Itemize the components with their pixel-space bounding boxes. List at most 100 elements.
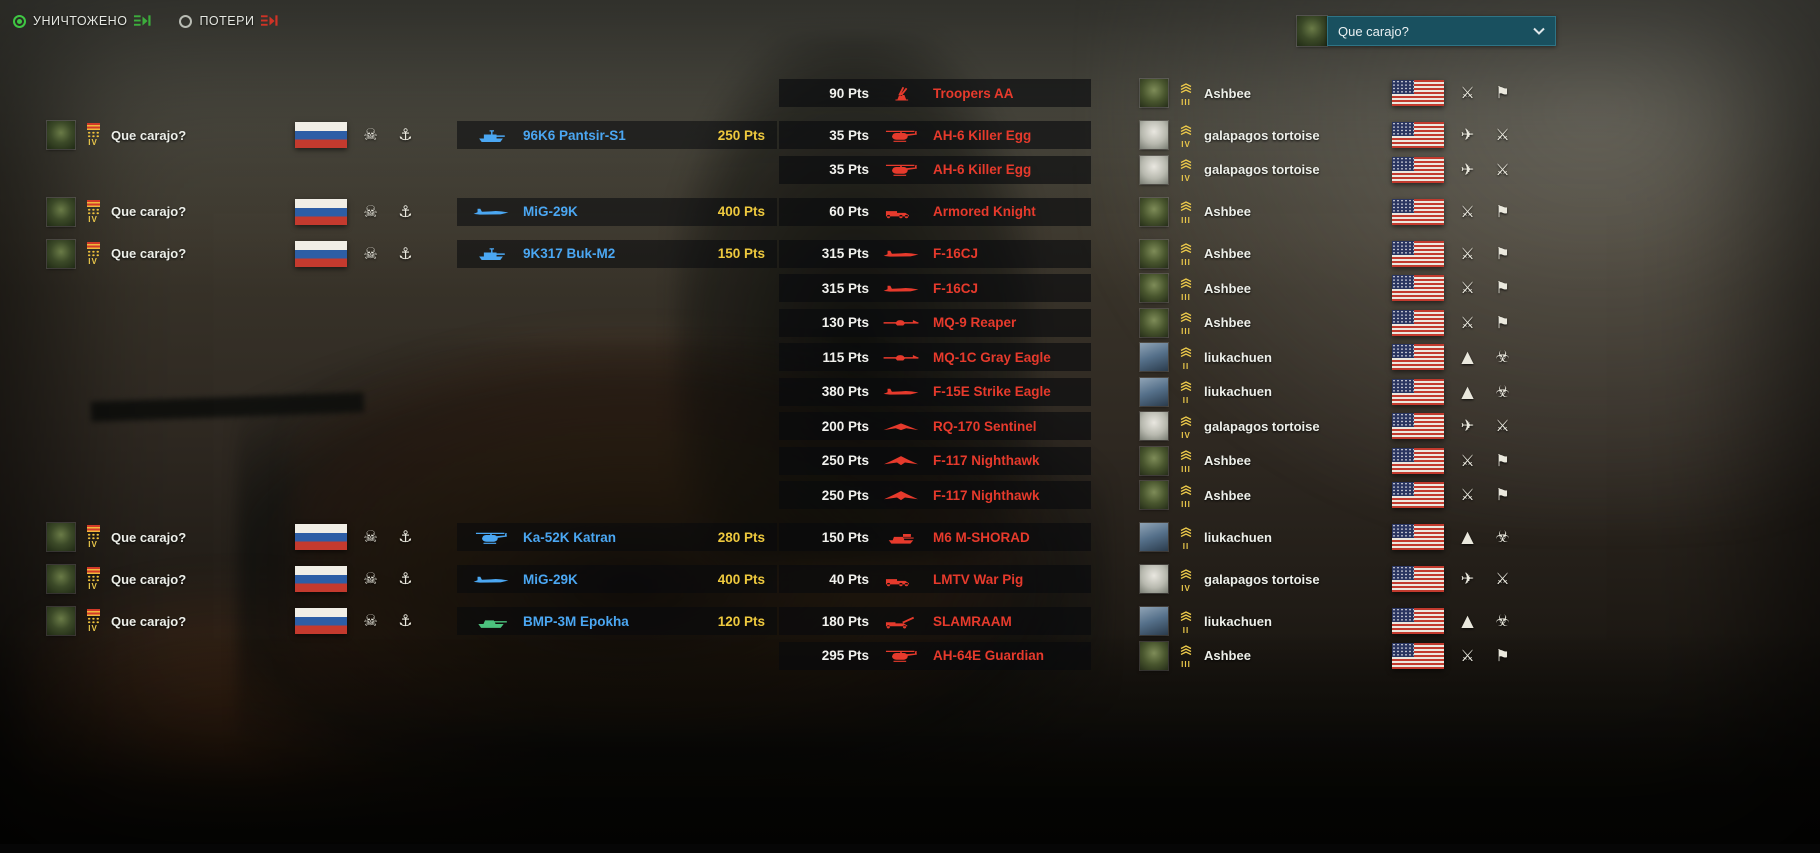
kill-feed-row[interactable]: IV Que carajo? ☠ ⚓ BMP-3M Epokha 120 Pts 180 P… (40, 607, 1563, 635)
spectated-player-dropdown[interactable]: Que carajo? (1297, 16, 1556, 46)
plane-icon: ✈ (1460, 569, 1475, 588)
rank-dots-icon (86, 575, 100, 582)
plane-icon: ✈ (1460, 159, 1475, 179)
vehicle-icon-slamraam (879, 613, 923, 630)
rank-chevrons-icon (1180, 240, 1192, 258)
kill-feed-row[interactable]: 90 Pts Troopers AA III Ashbee ⚔ ⚑ (40, 79, 1563, 107)
killer-points: 280 Pts (717, 529, 765, 545)
rank-chevrons-icon (1180, 608, 1192, 626)
biohazard-icon: ☣ (1495, 527, 1510, 546)
vehicle-icon-aagun (879, 85, 923, 102)
victim-points: 115 Pts (822, 349, 869, 365)
rank-numeral: III (1181, 216, 1191, 225)
killer-player-block: IV Que carajo? ☠ ⚓ (40, 523, 455, 551)
avatar (1140, 446, 1168, 475)
rank-chevrons-icon (1180, 378, 1192, 396)
kill-feed-row[interactable]: IV Que carajo? ☠ ⚓ MiG-29K 400 Pts 40 Pts LMTV … (40, 565, 1563, 593)
kill-feed-row[interactable]: 250 Pts F-117 Nighthawk III Ashbee ⚔ ⚑ (40, 446, 1563, 475)
flag-us (1392, 309, 1444, 336)
swords-icon: ⚔ (1460, 450, 1475, 470)
kill-feed-row[interactable]: 380 Pts F-15E Strike Eagle II liukachuen ▲ ☣ (40, 377, 1563, 406)
flag-us (1392, 240, 1444, 267)
rank-badge: IV (83, 241, 103, 266)
rank-numeral: III (1181, 97, 1191, 107)
player-name: liukachuen (1204, 613, 1272, 629)
avatar (1140, 523, 1168, 551)
rank-numeral: IV (88, 540, 98, 549)
rank-numeral: IV (88, 624, 98, 633)
rank-chevrons-icon (1180, 482, 1192, 500)
rank-badge: IV (1176, 122, 1196, 149)
victim-player-block: IV galapagos tortoise ✈ ⚔ (1093, 155, 1563, 184)
kill-feed-row[interactable]: 315 Pts F-16CJ III Ashbee ⚔ ⚑ (40, 274, 1563, 302)
victim-points: 180 Pts (821, 613, 869, 629)
rank-chevrons-icon (1180, 344, 1192, 362)
rank-dots-icon (86, 131, 100, 138)
rank-ribbon-icon (86, 567, 100, 574)
legend-destroyed-toggle[interactable]: УНИЧТОЖЕНО (13, 14, 151, 28)
rank-numeral: III (1181, 465, 1191, 474)
kill-feed-row[interactable]: 35 Pts AH-6 Killer Egg IV galapagos tortoi… (40, 155, 1563, 184)
victim-vehicle-name: LMTV War Pig (933, 571, 1024, 587)
rank-numeral: IV (1181, 139, 1191, 149)
kill-feed-row[interactable]: 295 Pts AH-64E Guardian III Ashbee ⚔ ⚑ (40, 641, 1563, 670)
kill-feed-row[interactable]: IV Que carajo? ☠ ⚓ 9K317 Buk-M2 150 Pts 315 Pt… (40, 239, 1563, 268)
anchor-icon: ⚓ (398, 201, 413, 221)
victim-points: 90 Pts (829, 85, 869, 101)
avatar (1140, 412, 1168, 440)
kill-feed-row[interactable]: IV Que carajo? ☠ ⚓ 96K6 Pantsir-S1 250 Pts 35 … (40, 121, 1563, 149)
killer-vehicle-name: 9K317 Buk-M2 (523, 246, 616, 261)
player-name: galapagos tortoise (1204, 571, 1320, 587)
victim-player-block: IV galapagos tortoise ✈ ⚔ (1093, 565, 1563, 593)
player-name: Que carajo? (111, 571, 187, 587)
rank-chevrons-icon (1180, 447, 1192, 465)
rank-numeral: IV (1181, 174, 1191, 183)
kill-feed-row[interactable]: 115 Pts MQ-1C Gray Eagle II liukachuen ▲ ☣ (40, 343, 1563, 371)
avatar (1140, 274, 1168, 302)
vehicle-icon-heli (879, 161, 923, 178)
player-name: Que carajo? (111, 529, 187, 545)
kill-feed-row[interactable]: IV Que carajo? ☠ ⚓ Ka-52K Katran 280 Pts 150 P… (40, 523, 1563, 551)
kill-feed-row[interactable]: IV Que carajo? ☠ ⚓ MiG-29K 400 Pts 60 Pts Armor… (40, 197, 1563, 226)
rank-numeral: IV (88, 582, 98, 591)
empty-cell (457, 412, 777, 440)
rank-badge: IV (83, 525, 103, 549)
killer-points: 150 Pts (717, 246, 765, 261)
flag-ru (295, 608, 347, 634)
avatar (47, 565, 75, 593)
swords-icon: ⚔ (1460, 83, 1475, 102)
flag-us (1392, 608, 1444, 634)
victim-points: 315 Pts (821, 280, 869, 296)
rank-dots-icon (86, 533, 100, 540)
kill-feed-legend: УНИЧТОЖЕНО ПОТЕРИ (13, 14, 278, 28)
legend-losses-toggle[interactable]: ПОТЕРИ (179, 14, 278, 28)
losses-feed-icon (261, 15, 278, 26)
vehicle-icon-drone (879, 349, 923, 366)
killer-vehicle-name: MiG-29K (523, 204, 578, 219)
victim-points: 130 Pts (821, 315, 869, 330)
victim-vehicle-strip: 315 Pts F-16CJ (779, 239, 1091, 268)
victim-vehicle-strip: 250 Pts F-117 Nighthawk (779, 481, 1091, 509)
victim-vehicle-name: AH-6 Killer Egg (933, 162, 1032, 177)
kill-feed-row[interactable]: 250 Pts F-117 Nighthawk III Ashbee ⚔ ⚑ (40, 481, 1563, 509)
empty-cell (40, 309, 455, 337)
avatar (1140, 308, 1168, 337)
flag-us (1392, 413, 1444, 439)
chevron-down-icon (1533, 27, 1545, 35)
kill-feed-row[interactable]: 130 Pts MQ-9 Reaper III Ashbee ⚔ ⚑ (40, 308, 1563, 337)
rank-numeral: IV (88, 256, 98, 266)
victim-vehicle-name: M6 M-SHORAD (933, 529, 1030, 545)
avatar (47, 523, 75, 551)
victim-vehicle-strip: 180 Pts SLAMRAAM (779, 607, 1091, 635)
empty-cell (457, 447, 777, 475)
rank-chevrons-icon (1180, 566, 1192, 584)
victim-vehicle-name: F-15E Strike Eagle (933, 384, 1051, 399)
empty-cell (457, 481, 777, 509)
player-name: Ashbee (1204, 204, 1251, 219)
swords-icon: ⚔ (1495, 416, 1510, 435)
rank-ribbon-icon (86, 123, 100, 130)
victim-vehicle-name: Troopers AA (933, 85, 1014, 101)
swords-icon: ⚔ (1460, 243, 1475, 263)
victim-points: 40 Pts (829, 571, 869, 587)
kill-feed-row[interactable]: 200 Pts RQ-170 Sentinel IV galapagos torto… (40, 412, 1563, 440)
